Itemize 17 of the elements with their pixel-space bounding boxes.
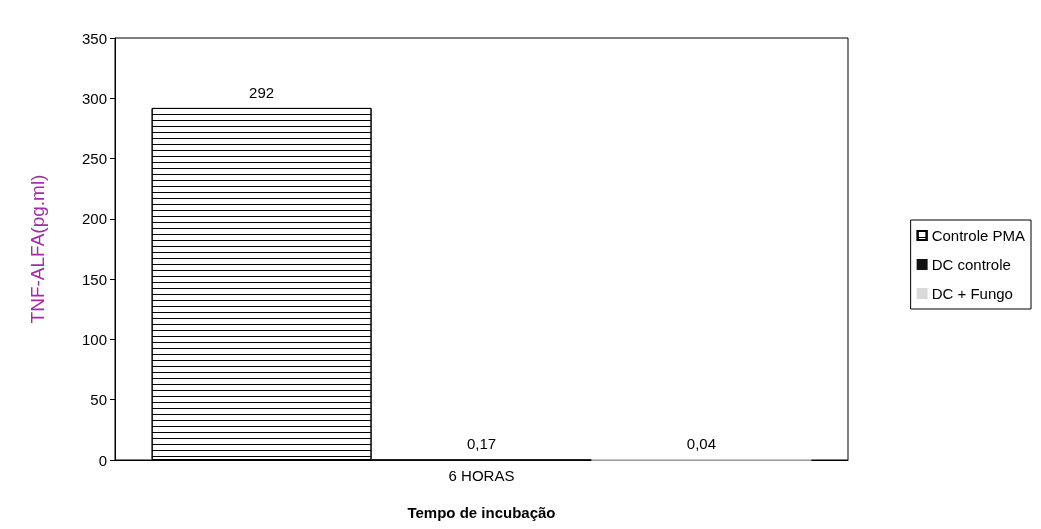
y-tick-label: 200 (81, 210, 107, 228)
y-tick-label: 0 (98, 451, 107, 469)
y-tick-label: 150 (81, 270, 107, 288)
y-tick-label: 300 (81, 89, 107, 107)
x-axis-title: Tempo de incubação (407, 504, 556, 521)
legend-label: DC + Fungo (931, 285, 1013, 302)
y-tick-label: 100 (81, 330, 107, 348)
y-tick-label: 250 (81, 150, 107, 168)
y-axis-title: TNF-ALFA(pg.ml) (27, 174, 48, 324)
y-tick-label: 350 (81, 29, 107, 47)
x-tick-label: 6 HORAS (448, 467, 515, 484)
data-label: 0,17 (466, 435, 497, 453)
y-tick-label: 50 (90, 391, 107, 409)
legend-label: DC controle (931, 256, 1011, 273)
legend-label: Controle PMA (931, 227, 1026, 244)
data-label: 0,04 (686, 435, 716, 453)
data-label: 292 (249, 83, 275, 101)
